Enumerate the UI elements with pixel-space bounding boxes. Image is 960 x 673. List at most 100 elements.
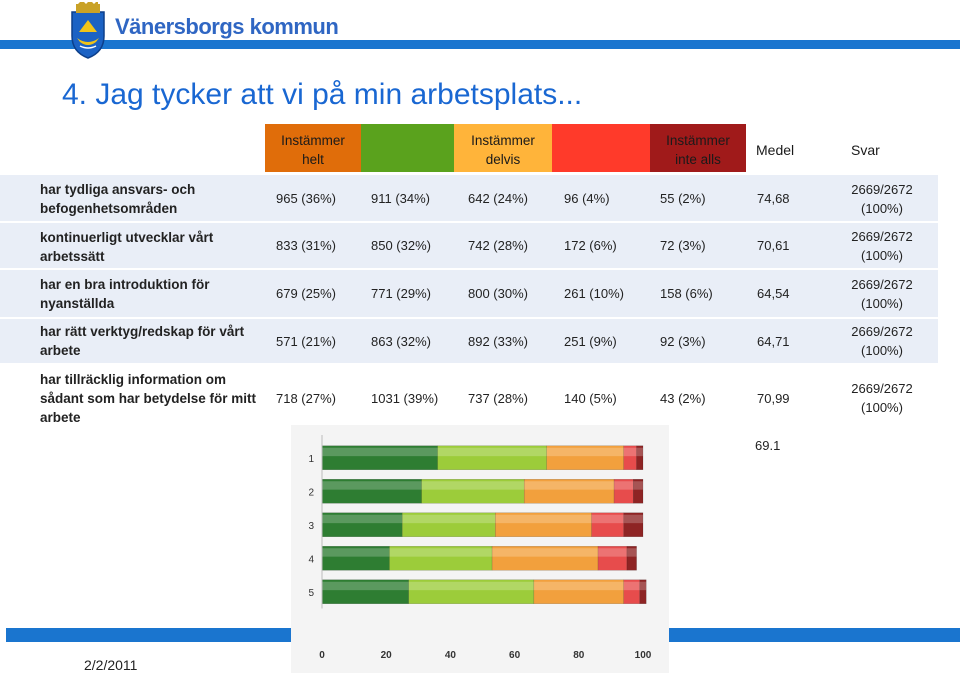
x-tick-label-20: 20 (381, 650, 393, 661)
category-label-4: 4 (308, 554, 314, 565)
row-2-inte: 72 (3%) (660, 238, 706, 253)
row-1-medel: 74,68 (757, 191, 790, 206)
bar-5-segment-1 (321, 579, 409, 604)
row-3-helt: 679 (25%) (276, 286, 336, 301)
row-2-col2: 850 (32%) (371, 238, 431, 253)
row-1-helt: 965 (36%) (276, 191, 336, 206)
chart-svg: 1 2 3 4 5 0 20 40 60 80 100 (291, 425, 669, 673)
row-2-medel: 70,61 (757, 238, 790, 253)
bar-5-segment-2 (408, 579, 535, 604)
row-label-1: har tydliga ansvars- och befogenhetsområ… (40, 182, 196, 216)
bar-4-gloss-4 (598, 548, 627, 557)
bar-3-segment-1 (321, 512, 403, 537)
top-blue-stripe (0, 40, 960, 49)
bar-2-gloss-4 (614, 481, 634, 490)
row-5-medel: 70,99 (757, 391, 790, 406)
row-4-col2: 863 (32%) (371, 334, 431, 349)
row-3-delvis: 800 (30%) (468, 286, 528, 301)
header-helt-2 (361, 124, 454, 172)
row-5-svar: 2669/2672 (100%) (851, 381, 913, 415)
x-tick-label-60: 60 (509, 650, 521, 661)
row-label-4: har rätt verktyg/redskap för vårt arbete (40, 324, 245, 358)
row-bg-2 (0, 223, 938, 268)
row-4-col4: 251 (9%) (564, 334, 617, 349)
header-svar: Svar (851, 142, 880, 158)
bar-4-segment-2 (389, 546, 493, 571)
bar-1-gloss-1 (322, 447, 438, 457)
chart-note: 69.1 (755, 438, 781, 453)
row-1-col2: 911 (34%) (371, 191, 431, 206)
bar-4-segment-3 (491, 546, 599, 571)
bar-4-segment-5 (626, 546, 637, 571)
row-3-col2: 771 (29%) (371, 286, 431, 301)
bottom-stripe-left (6, 628, 292, 642)
bar-3-gloss-4 (591, 514, 624, 524)
row-2-svar: 2669/2672 (100%) (851, 229, 913, 263)
bar-1-gloss-4 (623, 447, 637, 457)
row-bg-1 (0, 175, 938, 221)
bar-4-gloss-1 (322, 548, 390, 557)
bar-5-segment-5 (639, 579, 647, 604)
category-label-1: 1 (308, 454, 314, 465)
page-title: 4. Jag tycker att vi på min arbetsplats.… (62, 78, 583, 111)
slide-date: 2/2/2011 (84, 657, 138, 673)
row-3-svar: 2669/2672 (100%) (851, 277, 913, 311)
row-4-helt: 571 (21%) (276, 334, 336, 349)
row-1-delvis: 642 (24%) (468, 191, 528, 206)
top-band (0, 0, 960, 50)
row-1-svar: 2669/2672 (100%) (851, 182, 913, 216)
row-3-inte: 158 (6%) (660, 286, 713, 301)
bar-3-segment-3 (495, 512, 592, 537)
row-4-inte: 92 (3%) (660, 334, 706, 349)
brand-name: Vänersborgs kommun (115, 14, 339, 39)
row-2-delvis: 742 (28%) (468, 238, 528, 253)
header-delvis: Instämmer delvis (454, 124, 552, 172)
header-inte-1 (552, 124, 650, 172)
bar-4-gloss-5 (626, 548, 637, 557)
bar-4-gloss-3 (492, 548, 599, 557)
x-tick-label-100: 100 (635, 650, 652, 661)
bar-3-segment-4 (591, 512, 624, 537)
bar-3-gloss-3 (495, 514, 592, 524)
x-tick-label-40: 40 (445, 650, 457, 661)
bar-3-gloss-1 (322, 514, 403, 524)
row-3-col4: 261 (10%) (564, 286, 624, 301)
coat-of-arms-logo (68, 0, 108, 60)
bar-1-gloss-2 (437, 447, 547, 457)
category-label-3: 3 (308, 521, 314, 532)
row-5-col4: 140 (5%) (564, 391, 617, 406)
bar-2-gloss-1 (322, 481, 422, 490)
x-tick-label-0: 0 (319, 650, 325, 661)
bar-5-segment-3 (533, 579, 624, 604)
bar-1-segment-1 (321, 445, 438, 470)
row-1-col4: 96 (4%) (564, 191, 610, 206)
row-4-delvis: 892 (33%) (468, 334, 528, 349)
header-helt: Instämmer helt (265, 124, 361, 172)
bar-1-gloss-5 (636, 447, 643, 457)
bar-2-gloss-3 (524, 481, 615, 490)
row-label-5: har tillräcklig information om sådant so… (40, 372, 257, 425)
bar-2-segment-5 (633, 479, 644, 504)
row-bg-3 (0, 270, 938, 317)
bar-3-gloss-5 (623, 514, 643, 524)
category-label-2: 2 (308, 487, 314, 498)
header-medel: Medel (756, 142, 795, 158)
bar-2-segment-2 (421, 479, 525, 504)
category-label-5: 5 (308, 588, 314, 599)
row-4-medel: 64,71 (757, 334, 790, 349)
row-label-3: har en bra introduktion för nyanställda (40, 277, 210, 311)
row-4-svar: 2669/2672 (100%) (851, 324, 913, 358)
bar-2-segment-1 (321, 479, 422, 504)
row-label-2: kontinuerligt utvecklar vårt arbetssätt (40, 230, 214, 264)
row-2-helt: 833 (31%) (276, 238, 336, 253)
bottom-stripe-right (669, 628, 960, 642)
bar-5-segment-4 (623, 579, 641, 604)
bar-5-gloss-2 (408, 581, 534, 591)
stacked-bar-chart: 1 2 3 4 5 0 20 40 60 80 100 (291, 425, 669, 673)
bar-2-gloss-2 (421, 481, 525, 490)
bar-1-segment-2 (437, 445, 547, 470)
bar-2-gloss-5 (633, 481, 643, 490)
bar-4-segment-4 (597, 546, 628, 571)
row-5-delvis: 737 (28%) (468, 391, 528, 406)
row-bg-4 (0, 319, 938, 363)
